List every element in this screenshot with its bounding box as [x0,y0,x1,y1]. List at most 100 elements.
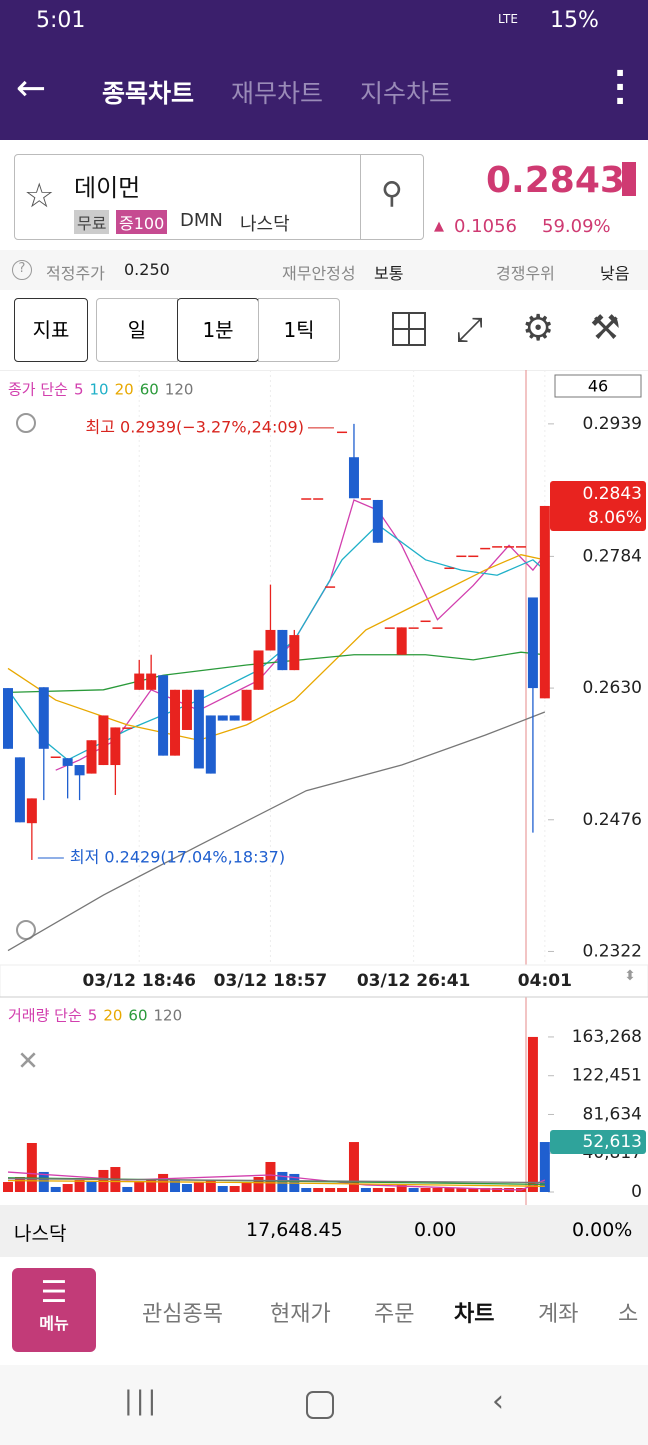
volume-bar [396,1184,407,1192]
volume-bar [205,1180,216,1192]
tab[interactable]: 종목차트 [102,79,195,108]
y-tick-label: 0.2322 [583,941,642,961]
home-button[interactable] [306,1391,334,1419]
candle-body [241,689,252,721]
volume-bar [348,1142,359,1192]
current-price-flag [550,480,646,531]
button[interactable]: 1틱 [258,298,340,362]
volume-bar [122,1186,133,1192]
clock: 5:01 [36,8,86,33]
legend-entry: 120 [154,1007,183,1025]
close-button[interactable]: ✕ [17,1047,39,1077]
volume-bar [325,1188,336,1192]
nav-tab[interactable]: 차트 [454,1302,495,1327]
recents-button[interactable]: ||| [124,1386,160,1416]
volume-bar [468,1188,479,1192]
candle-body [337,431,348,434]
nav-tab[interactable]: 소 [618,1302,639,1327]
up-arrow: ▲ [434,219,444,234]
volume-bar [372,1188,383,1192]
price-bar [622,162,636,196]
candle-body [468,555,479,558]
volume-bar [313,1188,324,1192]
volume-bar [384,1188,395,1192]
tools-icon[interactable]: ⚒ [590,308,621,348]
candle-body [146,673,157,690]
legend-entry: 20 [103,1007,122,1025]
volume-bar [527,1036,538,1192]
x-tick-label: 03/12 18:46 [82,971,196,991]
info-label: 재무안정성 [282,264,356,283]
volume-bar [158,1173,169,1192]
nav-tab[interactable]: 현재가 [270,1302,331,1327]
x-tick-label: 03/12 26:41 [357,971,471,991]
candle-body [181,689,192,730]
volume-bar [492,1188,503,1192]
candle-body [539,505,550,699]
favorite-star[interactable]: ☆ [24,176,55,216]
candle-body [289,635,300,671]
market: 나스닥 [240,214,290,235]
moving-average [7,711,546,952]
stock-box[interactable] [14,154,424,240]
volume-bar [3,1182,13,1192]
change: 0.1056 [454,216,517,237]
back-nav-button[interactable]: ‹ [492,1384,504,1419]
scroll-arrows[interactable]: ⬍ [624,968,636,984]
volume-bar [265,1161,276,1192]
moving-average [7,554,545,741]
info-value: 0.250 [124,260,170,279]
help-icon[interactable]: ? [12,260,32,280]
zoom-in[interactable] [16,413,36,433]
back-button[interactable]: ← [16,68,47,109]
info-row [0,250,648,290]
nav-tab[interactable]: 계좌 [538,1302,579,1327]
y-tick-label: 0.2784 [583,546,642,566]
nav-tab[interactable]: 관심종목 [142,1302,223,1327]
chart-area: 46 ⬍ ✕ 종가 단순 5 10 20 60 120 0.2939 0.2784 0.2630… [0,370,648,1205]
status-bar [0,0,648,140]
moving-average [7,651,545,694]
candle-body [360,498,371,500]
settings-icon[interactable]: ⚙ [522,308,555,349]
stock-name: 데이먼 [74,174,141,202]
legend-entry: 120 [165,381,194,399]
legend-entry: 20 [115,381,134,399]
button[interactable]: 지표 [14,298,88,362]
candle-body [348,457,359,499]
count-box [554,374,642,398]
button[interactable]: 1분 [177,298,259,362]
volume-bar [432,1188,443,1192]
volume-bar [193,1182,204,1192]
legend-entry: 5 [88,1007,98,1025]
tab[interactable]: 재무차트 [231,79,324,108]
volume-bar [50,1186,61,1192]
volume-bar [181,1184,192,1192]
button[interactable]: 일 [96,298,178,362]
layout-icon[interactable] [392,312,426,346]
legend-title: 거래량 단순 [8,1007,82,1025]
volume-bar [86,1182,97,1192]
search-button[interactable]: ⚲ [360,154,423,240]
volume-bar [74,1180,85,1192]
zoom-out[interactable] [16,920,36,940]
candle-body [432,627,443,629]
index-value: 17,648.45 [246,1219,343,1241]
menu-button[interactable]: ☰ 메뉴 [12,1268,96,1352]
volume-bar [170,1180,181,1192]
candle-body [122,727,133,729]
candle-body [98,715,109,766]
candle-body [456,555,467,558]
more-button[interactable]: · · · [614,54,627,120]
moving-average [7,523,546,761]
candle-body [527,597,538,689]
tab[interactable]: 지수차트 [360,79,453,108]
volume-bar [26,1142,37,1192]
candle-body [193,689,204,769]
y-tick-label: 122,451 [572,1066,642,1086]
nav-tab[interactable]: 주문 [374,1302,415,1327]
expand-icon[interactable]: ⤢ [456,310,484,350]
volume-bar [480,1188,491,1192]
candle-body [480,547,491,550]
network: LTE [498,12,518,26]
